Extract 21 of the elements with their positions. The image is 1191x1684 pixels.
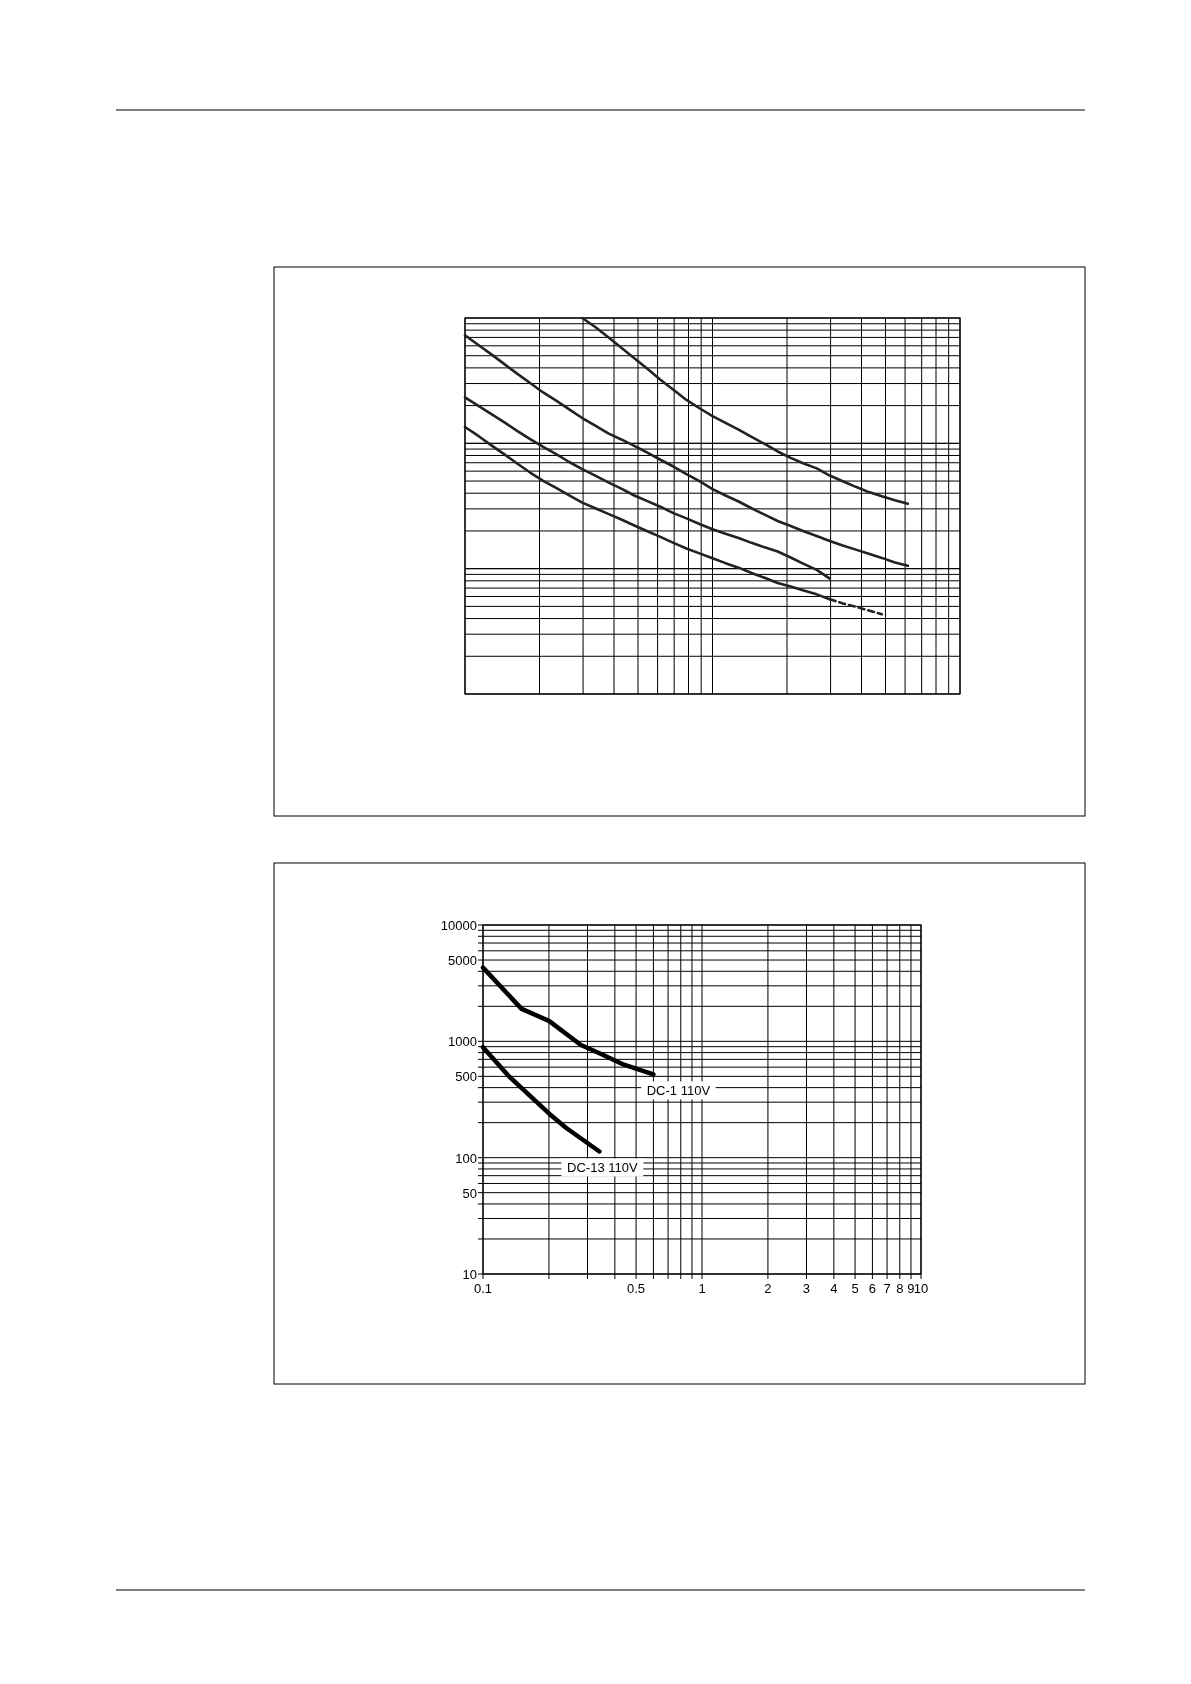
x-tick-label: 1 bbox=[698, 1281, 706, 1296]
x-tick-label: 10 bbox=[913, 1281, 929, 1296]
x-tick-label: 0.5 bbox=[627, 1281, 646, 1296]
y-tick-label: 1000 bbox=[448, 1034, 477, 1050]
series-label: DC-13 110V bbox=[567, 1160, 639, 1176]
x-tick-label: 5 bbox=[851, 1281, 859, 1296]
series-label: DC-1 110V bbox=[646, 1083, 711, 1099]
x-tick-label: 2 bbox=[764, 1281, 772, 1296]
y-tick-label: 500 bbox=[455, 1069, 477, 1085]
x-tick-label: 8 bbox=[896, 1281, 904, 1296]
y-tick-label: 50 bbox=[462, 1185, 477, 1201]
x-tick-label: 3 bbox=[802, 1281, 811, 1296]
y-tick-label: 10000 bbox=[440, 918, 477, 933]
x-tick-label: 7 bbox=[883, 1281, 891, 1296]
x-tick-label: 9 bbox=[907, 1281, 915, 1296]
y-tick-label: 100 bbox=[455, 1150, 477, 1166]
x-tick-label: 0.1 bbox=[473, 1281, 493, 1296]
x-tick-label: 4 bbox=[830, 1281, 838, 1296]
x-tick-label: 6 bbox=[868, 1281, 877, 1296]
y-tick-label: 10 bbox=[462, 1267, 477, 1282]
y-tick-label: 5000 bbox=[448, 953, 477, 969]
